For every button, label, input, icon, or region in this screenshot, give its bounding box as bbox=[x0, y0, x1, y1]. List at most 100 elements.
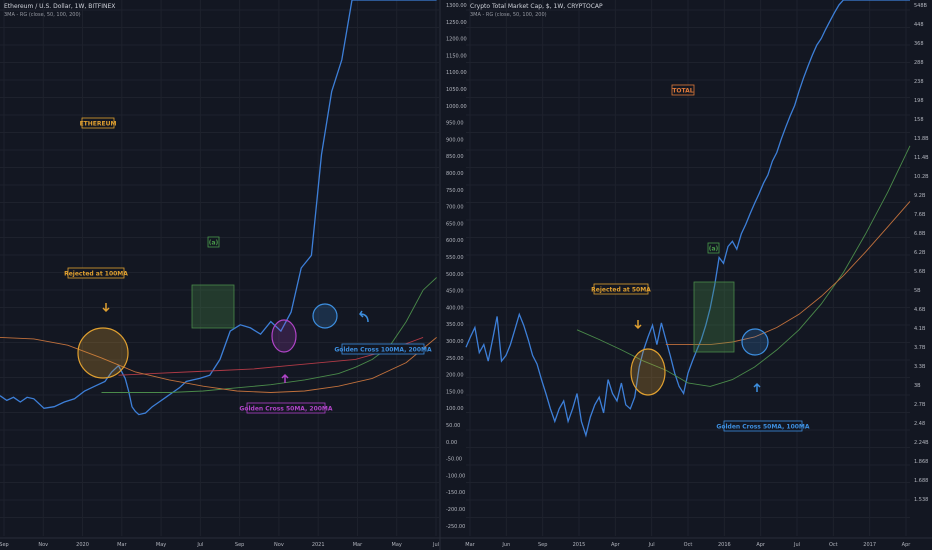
x-tick-label: 2020 bbox=[76, 542, 89, 548]
x-tick-label: May bbox=[392, 542, 402, 548]
series-line bbox=[118, 336, 424, 376]
y-tick-label: 600.00 bbox=[446, 238, 464, 244]
y-tick-label: 800.00 bbox=[446, 171, 464, 177]
x-tick-label: Jul bbox=[432, 542, 439, 548]
y-tick-label: 6.8B bbox=[914, 231, 926, 237]
y-tick-label: 198 bbox=[914, 98, 924, 104]
y-tick-label: 6.2B bbox=[914, 250, 926, 256]
series-line bbox=[465, 0, 910, 438]
chart-panel-2: Crypto Total Market Cap, $, 1W, CRYPTOCA… bbox=[465, 0, 929, 548]
chart-subtitle-2: 3MA - RG (close, 50, 100, 200) bbox=[470, 12, 547, 18]
series-line bbox=[576, 145, 911, 387]
x-tick-label: 2015 bbox=[573, 542, 586, 548]
x-tick-label: Apr bbox=[902, 542, 912, 548]
annotation-label: TOTAL bbox=[672, 87, 693, 94]
arrow-down-icon bbox=[102, 303, 110, 313]
annotation-label: (a) bbox=[709, 245, 719, 252]
y-tick-label: 5B bbox=[914, 288, 921, 294]
series-line bbox=[101, 277, 437, 393]
y-tick-label: 368 bbox=[914, 41, 924, 47]
annotation-label: Golden Cross 100MA, 200MA bbox=[334, 346, 432, 353]
annotation-box bbox=[246, 402, 326, 414]
y-tick-label: 448 bbox=[914, 22, 924, 28]
y-tick-label: 1000.00 bbox=[446, 104, 467, 110]
y-tick-label: -50.00 bbox=[446, 457, 462, 463]
x-tick-label: Nov bbox=[38, 542, 48, 548]
y-tick-label: 400.00 bbox=[446, 305, 464, 311]
series-line bbox=[0, 336, 437, 393]
y-tick-label: 650.00 bbox=[446, 221, 464, 227]
y-tick-label: 7.6B bbox=[914, 212, 926, 218]
arrow-down-icon bbox=[634, 320, 642, 330]
y-tick-label: -150.00 bbox=[446, 490, 465, 496]
y-tick-label: 3B bbox=[914, 383, 921, 389]
y-tick-label: 1300.00 bbox=[446, 3, 467, 9]
x-tick-label: Jun bbox=[501, 542, 510, 548]
annotation-box bbox=[671, 84, 695, 96]
y-tick-label: 11.4B bbox=[914, 155, 929, 161]
chart-title-2: Crypto Total Market Cap, $, 1W, CRYPTOCA… bbox=[470, 3, 603, 10]
annotation-box bbox=[723, 420, 803, 432]
y-tick-label: 350.00 bbox=[446, 322, 464, 328]
y-tick-label: 550.00 bbox=[446, 255, 464, 261]
annotation-label: Rejected at 50MA bbox=[591, 286, 651, 293]
x-tick-label: Sep bbox=[0, 542, 9, 548]
y-tick-label: 4.1B bbox=[914, 326, 926, 332]
annotation-label: Rejected at 100MA bbox=[64, 270, 128, 277]
y-tick-label: 4.6B bbox=[914, 307, 926, 313]
y-tick-label: 250.00 bbox=[446, 356, 464, 362]
highlight-circle bbox=[741, 328, 769, 356]
y-tick-label: -250.00 bbox=[446, 524, 465, 530]
x-tick-label: Mar bbox=[465, 542, 475, 548]
annotation-box bbox=[707, 242, 720, 254]
y-tick-label: 300.00 bbox=[446, 339, 464, 345]
chart-title-1: Ethereum / U.S. Dollar, 1W, BITFINEX bbox=[4, 3, 115, 10]
y-tick-label: 900.00 bbox=[446, 137, 464, 143]
y-tick-label: 1.868 bbox=[914, 459, 928, 465]
y-tick-label: 1150.00 bbox=[446, 53, 467, 59]
y-tick-label: 548B bbox=[914, 3, 928, 9]
x-tick-label: Oct bbox=[829, 542, 838, 548]
y-tick-label: 150.00 bbox=[446, 389, 464, 395]
arrow-return-icon bbox=[359, 310, 369, 323]
x-tick-label: Sep bbox=[235, 542, 244, 548]
highlight-box bbox=[191, 284, 235, 329]
y-tick-label: -200.00 bbox=[446, 507, 465, 513]
chart-drawings bbox=[77, 281, 769, 396]
highlight-circle bbox=[312, 303, 338, 329]
y-tick-label: 200.00 bbox=[446, 373, 464, 379]
x-tick-label: Mar bbox=[353, 542, 363, 548]
highlight-box bbox=[693, 281, 735, 353]
y-tick-label: 950.00 bbox=[446, 121, 464, 127]
y-tick-label: 1200.00 bbox=[446, 37, 467, 43]
y-tick-label: 450.00 bbox=[446, 289, 464, 295]
highlight-circle bbox=[271, 319, 297, 353]
y-tick-label: 10.2B bbox=[914, 174, 929, 180]
y-tick-label: 700.00 bbox=[446, 205, 464, 211]
arrow-up-icon bbox=[753, 382, 761, 392]
chart-subtitle-1: 3MA - RG (close, 50, 100, 200) bbox=[4, 12, 81, 18]
x-tick-label: Apr bbox=[611, 542, 621, 548]
y-tick-label: 158 bbox=[914, 117, 924, 123]
y-tick-label: 500.00 bbox=[446, 272, 464, 278]
annotation-label: Golden Cross 50MA, 200MA bbox=[239, 405, 332, 412]
y-tick-label: 9.2B bbox=[914, 193, 926, 199]
x-tick-label: Apr bbox=[756, 542, 766, 548]
series-line bbox=[0, 0, 437, 416]
y-tick-label: 5.6B bbox=[914, 269, 926, 275]
annotation-label: Golden Cross 50MA, 100MA bbox=[716, 423, 809, 430]
y-tick-label: 2.24B bbox=[914, 440, 929, 446]
x-tick-label: Jul bbox=[793, 542, 800, 548]
annotation-box bbox=[67, 267, 125, 279]
highlight-circle bbox=[630, 348, 666, 396]
annotation-box bbox=[341, 343, 425, 355]
x-tick-label: Sep bbox=[538, 542, 547, 548]
annotation-box bbox=[593, 283, 649, 295]
x-tick-label: Jul bbox=[196, 542, 203, 548]
x-tick-label: 2017 bbox=[863, 542, 876, 548]
y-tick-label: 2.7B bbox=[914, 402, 926, 408]
annotation-box bbox=[81, 117, 115, 129]
y-tick-label: 750.00 bbox=[446, 188, 464, 194]
